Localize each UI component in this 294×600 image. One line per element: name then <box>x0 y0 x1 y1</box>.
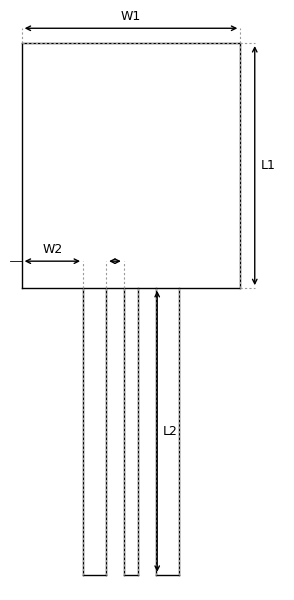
Text: W1: W1 <box>121 10 141 23</box>
Text: W2: W2 <box>42 244 63 256</box>
Text: L2: L2 <box>163 425 178 438</box>
Text: L1: L1 <box>260 159 275 172</box>
